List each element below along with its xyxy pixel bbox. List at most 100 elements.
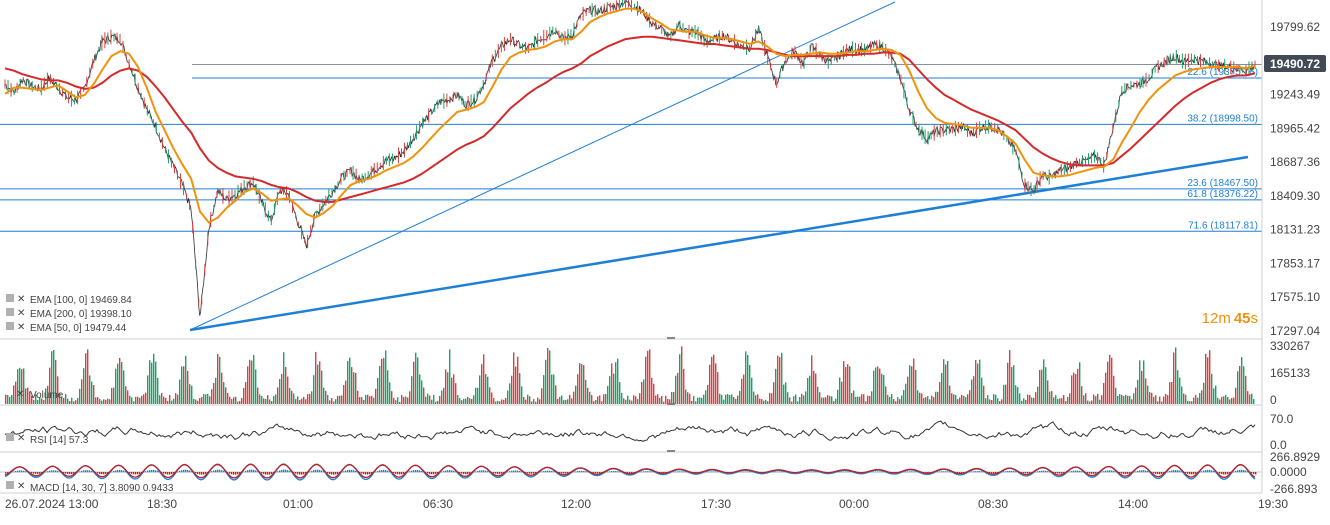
volume-bar: [91, 382, 92, 404]
volume-bar: [433, 395, 434, 404]
volume-bar: [1229, 399, 1230, 404]
legend-item-ema50[interactable]: ✕ EMA [50, 0] 19479.44: [6, 322, 127, 334]
macd-histogram-bar: [255, 470, 256, 472]
volume-bar: [277, 387, 278, 404]
volume-bar: [1125, 395, 1126, 404]
fib-level-label: 71.6 (18117.81): [1188, 220, 1258, 231]
macd-histogram-bar: [49, 471, 50, 473]
volume-bar: [365, 395, 366, 404]
volume-bar: [967, 394, 968, 404]
macd-histogram-bar: [847, 472, 848, 473]
volume-bar: [843, 361, 844, 404]
volume-bar: [243, 388, 244, 404]
volume-bar: [971, 380, 972, 404]
macd-histogram-bar: [345, 471, 346, 473]
volume-bar: [775, 369, 776, 404]
volume-bar: [797, 401, 798, 404]
volume-bar: [1103, 383, 1104, 404]
volume-bar: [1201, 390, 1202, 404]
macd-histogram-bar: [301, 472, 302, 475]
volume-bar: [461, 400, 462, 404]
volume-bar: [1037, 387, 1038, 404]
volume-bar: [97, 397, 98, 404]
volume-bar: [349, 358, 350, 404]
macd-histogram-bar: [1145, 471, 1146, 473]
volume-bar: [355, 373, 356, 404]
volume-bar: [397, 397, 398, 404]
legend-item-ema100[interactable]: ✕ EMA [100, 0] 19469.84: [6, 294, 132, 306]
macd-histogram-bar: [529, 472, 530, 474]
volume-bar: [401, 395, 402, 404]
volume-bar: [597, 396, 598, 404]
volume-bar: [667, 399, 668, 404]
macd-histogram-bar: [1043, 471, 1044, 473]
trendline-thick[interactable]: [190, 157, 1248, 330]
volume-bar: [261, 396, 262, 404]
volume-bar: [747, 355, 748, 404]
volume-bar: [1067, 397, 1068, 404]
rsi-line: [5, 421, 1255, 441]
volume-bar: [565, 400, 566, 404]
macd-histogram-bar: [333, 472, 334, 475]
macd-label: ✕ MACD [14, 30, 7] 3.8090 0.9433: [6, 481, 174, 494]
volume-bar: [641, 382, 642, 404]
macd-histogram-bar: [285, 470, 286, 473]
volume-bar: [717, 372, 718, 404]
close-icon[interactable]: ✕: [17, 308, 25, 319]
macd-histogram-bar: [415, 470, 416, 472]
macd-histogram-bar: [1159, 472, 1160, 474]
volume-bar: [335, 399, 336, 404]
macd-histogram-bar: [1221, 472, 1222, 474]
volume-bar: [617, 359, 618, 404]
volume-bar: [317, 365, 318, 404]
volume-bar: [381, 359, 382, 404]
volume-bar: [1167, 395, 1168, 404]
legend-item-ema200[interactable]: ✕ EMA [200, 0] 19398.10: [6, 308, 132, 320]
volume-bar: [1195, 395, 1196, 404]
volume-bar: [171, 401, 172, 404]
macd-histogram-bar: [709, 472, 710, 473]
volume-bar: [913, 359, 914, 404]
close-icon[interactable]: ✕: [17, 322, 25, 333]
volume-bar: [1031, 397, 1032, 404]
pane-resize-handle[interactable]: [667, 337, 675, 339]
macd-histogram-bar: [1213, 471, 1214, 472]
macd-histogram-bar: [679, 471, 680, 472]
volume-bar: [121, 362, 122, 404]
macd-histogram-bar: [69, 472, 70, 474]
volume-bar: [563, 400, 564, 404]
volume-bar: [271, 401, 272, 404]
volume-bar: [681, 346, 682, 404]
volume-bar: [893, 399, 894, 404]
volume-bar: [761, 399, 762, 404]
macd-histogram-bar: [449, 470, 450, 472]
macd-histogram-bar: [641, 472, 642, 473]
close-icon[interactable]: ✕: [17, 294, 25, 305]
close-icon[interactable]: ✕: [16, 389, 24, 400]
close-icon[interactable]: ✕: [17, 481, 25, 492]
volume-bar: [161, 393, 162, 404]
volume-bar: [7, 395, 8, 404]
volume-bar: [479, 375, 480, 404]
volume-bar: [929, 399, 930, 404]
volume-bar: [1181, 386, 1182, 404]
volume-bar: [753, 392, 754, 404]
volume-bar: [1111, 358, 1112, 404]
volume-bar: [767, 401, 768, 404]
x-tick-label: 00:00: [839, 497, 869, 511]
pane-resize-handle[interactable]: [667, 450, 675, 452]
volume-bar: [1253, 399, 1254, 404]
macd-histogram-bar: [1173, 470, 1174, 472]
volume-bar: [699, 397, 700, 404]
volume-bar: [969, 390, 970, 404]
close-icon[interactable]: ✕: [17, 433, 25, 444]
macd-histogram-bar: [513, 471, 514, 473]
volume-bar: [1217, 398, 1218, 404]
y-tick-label: 18409.30: [1270, 189, 1320, 203]
volume-bar: [831, 396, 832, 404]
volume-bar: [607, 386, 608, 404]
trendline-thin[interactable]: [190, 2, 895, 330]
macd-histogram-bar: [1205, 470, 1206, 472]
macd-histogram-bar: [271, 472, 272, 474]
volume-bar: [205, 394, 206, 404]
